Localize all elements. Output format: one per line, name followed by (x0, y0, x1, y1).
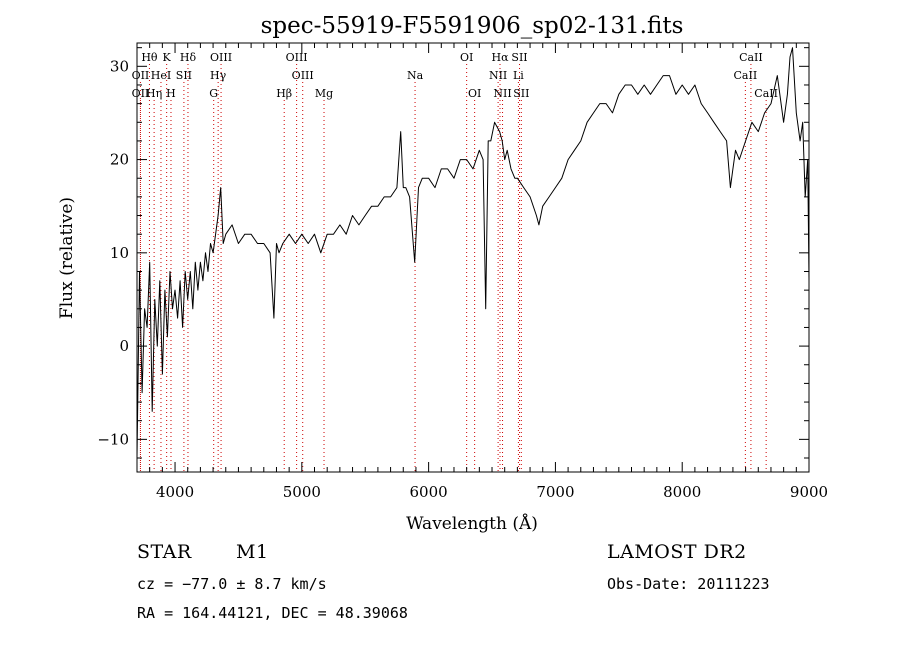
spectral-line-label: SII (511, 51, 527, 64)
object-class: STAR (137, 541, 192, 563)
spectral-line-label: HeI (151, 69, 171, 82)
y-tick-label: 0 (119, 337, 129, 355)
y-tick-label: 10 (110, 244, 129, 262)
survey-name: LAMOST DR2 (607, 541, 747, 563)
spectral-line-label: G (209, 87, 218, 100)
x-tick-label: 9000 (790, 483, 828, 501)
x-tick-label: 6000 (410, 483, 448, 501)
spectral-line-label: Hθ (141, 51, 158, 64)
spectral-line-label: Hα (491, 51, 509, 64)
x-tick-label: 5000 (283, 483, 321, 501)
spectral-line-label: OI (468, 87, 481, 100)
chart-title: spec-55919-F5591906_sp02-131.fits (261, 13, 684, 39)
spectral-line-label: Hβ (276, 87, 292, 100)
x-tick-label: 8000 (663, 483, 701, 501)
spectral-line-label: OIII (210, 51, 232, 64)
spectral-line-label: OII (132, 69, 150, 82)
spectral-line-label: NII (489, 69, 507, 82)
spectral-line-label: Mg (315, 87, 333, 100)
x-axis-label: Wavelength (Å) (406, 513, 538, 534)
object-subclass: M1 (236, 541, 269, 563)
axis-ticks: 4000 5000 6000 7000 8000 9000 −10 0 10 20 30 (97, 43, 828, 501)
obs-date-text: Obs-Date: 20111223 (607, 575, 770, 593)
y-tick-label: 30 (110, 57, 129, 75)
y-tick-label: −10 (97, 430, 129, 448)
spectrum-line (136, 47, 810, 459)
spectral-line-label: Hη (146, 87, 162, 100)
spectral-line-label: SII (513, 87, 529, 100)
x-tick-label: 4000 (156, 483, 194, 501)
y-tick-label: 20 (110, 151, 129, 169)
spectral-line-label: Hγ (210, 69, 227, 82)
spectral-line-label: CaII (734, 69, 758, 82)
plot-frame (136, 42, 810, 473)
redshift-text: cz = −77.0 ± 8.7 km/s (137, 575, 327, 593)
y-axis-label: Flux (relative) (57, 197, 77, 319)
spectral-line-label: CaII (739, 51, 763, 64)
spectral-line-label: Li (513, 69, 524, 82)
spectral-line-label: OII (132, 87, 150, 100)
spectral-line-label: Na (407, 69, 424, 82)
spectral-line-label: H (166, 87, 176, 100)
spectral-line-label: OI (460, 51, 473, 64)
spectral-line-label: Hδ (180, 51, 197, 64)
x-tick-label: 7000 (536, 483, 574, 501)
spectral-line-label: SII (176, 69, 192, 82)
coordinates-text: RA = 164.44121, DEC = 48.39068 (137, 604, 408, 622)
spectral-line-label: K (163, 51, 172, 64)
spectral-line-label: OIII (286, 51, 308, 64)
spectral-line-label: OIII (292, 69, 314, 82)
spectral-line-label: NII (493, 87, 511, 100)
